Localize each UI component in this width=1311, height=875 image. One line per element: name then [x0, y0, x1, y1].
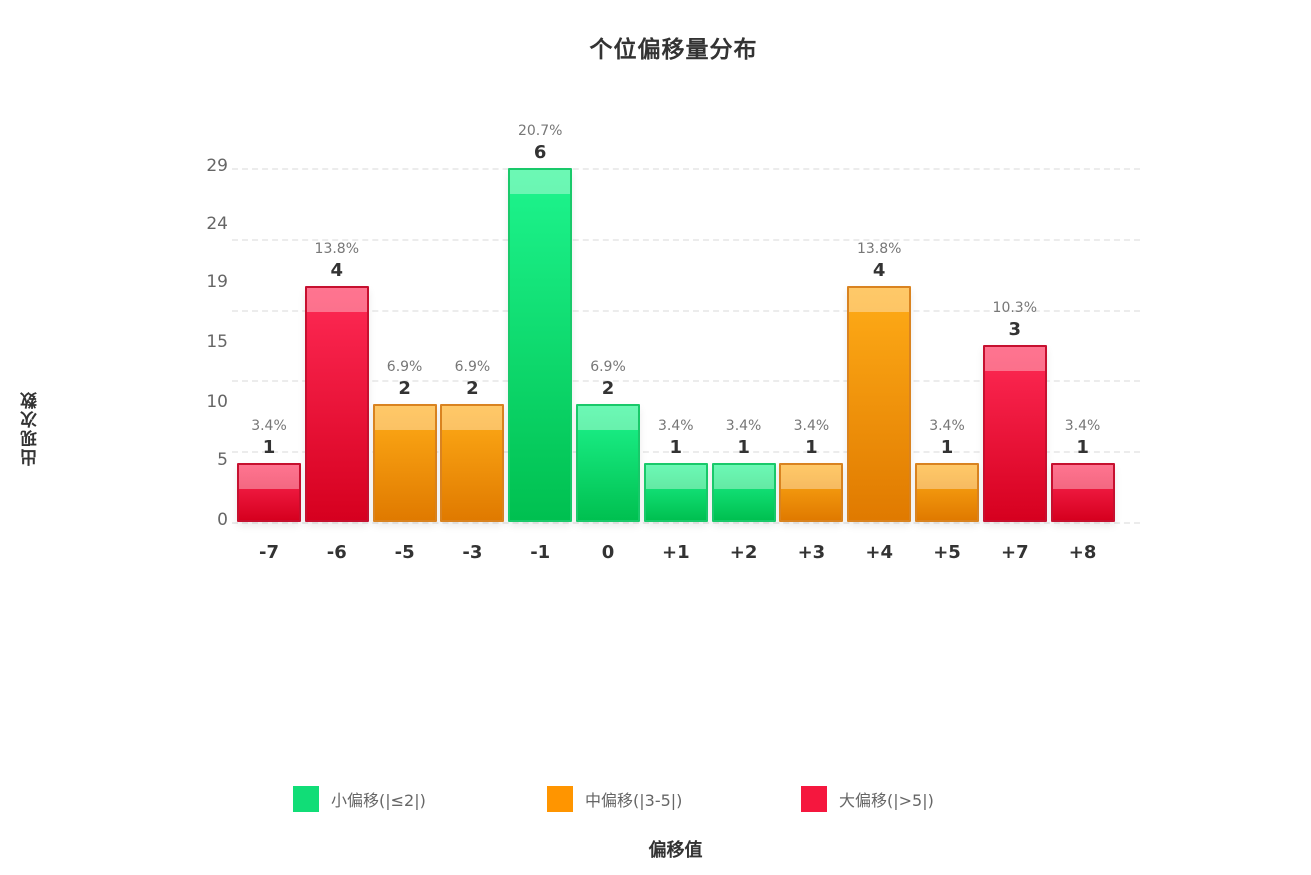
x-tick-label: -6: [326, 542, 347, 563]
bar-percent-label: 6.9%: [454, 359, 491, 375]
bar-percent-label: 3.4%: [725, 418, 762, 434]
bar-count-label: 6: [533, 142, 547, 163]
bar-percent-label: 20.7%: [517, 123, 563, 139]
bar-percent-label: 3.4%: [658, 418, 694, 434]
bar-percent-label: 13.8%: [856, 241, 902, 257]
legend-swatch: [547, 786, 573, 812]
legend-item-large[interactable]: 大偏移(|>5|): [801, 786, 934, 812]
legend-swatch: [801, 786, 827, 812]
bar--6[interactable]: [304, 286, 369, 522]
bar-+1[interactable]: [643, 463, 708, 522]
bar-+5[interactable]: [915, 463, 979, 522]
bar-percent-label: 10.3%: [992, 300, 1038, 316]
bar-count-label: 2: [466, 378, 479, 399]
bar-percent-label: 6.9%: [590, 359, 626, 375]
gridline: [232, 451, 1140, 453]
bar-highlight: [442, 406, 503, 430]
bar-+7[interactable]: [982, 345, 1047, 522]
y-tick-label: 15: [206, 332, 228, 352]
x-tick-label: +8: [1068, 542, 1097, 563]
y-tick-label: 0: [217, 510, 228, 530]
bar-highlight: [713, 465, 774, 489]
bar-highlight: [849, 288, 910, 312]
legend-label: 中偏移(|3-5|): [585, 791, 683, 810]
y-tick-label: 29: [206, 156, 228, 176]
bar-count-label: 1: [940, 437, 954, 458]
bar-highlight: [578, 406, 638, 430]
x-tick-label: +4: [865, 542, 893, 563]
x-tick-label: +5: [933, 542, 961, 563]
bar-highlight: [917, 465, 977, 489]
legend-label: 大偏移(|>5|): [839, 791, 934, 810]
bar-count-label: 1: [805, 437, 818, 458]
gridline: [232, 168, 1140, 170]
bar-percent-label: 3.4%: [1064, 418, 1101, 434]
bar--3[interactable]: [440, 404, 505, 522]
bar-count-label: 1: [262, 437, 276, 458]
bar-count-label: 4: [330, 260, 344, 281]
gridline: [232, 239, 1140, 241]
legend: 小偏移(|≤2|) 中偏移(|3-5|) 大偏移(|>5|): [0, 786, 1311, 816]
bar-highlight: [510, 170, 571, 194]
legend-swatch: [293, 786, 319, 812]
x-axis-label: 偏移值: [648, 840, 703, 861]
bar-percent-label: 13.8%: [314, 241, 360, 257]
bar-highlight: [239, 465, 299, 489]
bar-percent-label: 3.4%: [251, 418, 287, 434]
x-tick-label: -5: [394, 542, 415, 563]
x-tick-label: -3: [462, 542, 483, 563]
bar-count-label: 2: [398, 378, 411, 399]
bar-highlight: [1052, 465, 1113, 489]
y-tick-label: 24: [206, 214, 228, 234]
chart-title: 个位偏移量分布: [589, 37, 758, 63]
bar-highlight: [781, 465, 842, 489]
bar-percent-label: 3.4%: [929, 418, 965, 434]
bar-count-label: 1: [1076, 437, 1089, 458]
bar-+8[interactable]: [1050, 463, 1115, 522]
bar--5[interactable]: [372, 404, 437, 522]
bar-highlight: [984, 347, 1045, 371]
y-tick-label: 10: [206, 392, 228, 412]
bar--7[interactable]: [237, 463, 301, 522]
x-tick-label: +1: [661, 542, 690, 563]
bar--1[interactable]: [508, 168, 573, 522]
bar-highlight: [306, 288, 367, 312]
y-tick-label: 5: [217, 450, 228, 470]
gridline: [232, 522, 1140, 524]
bar-highlight: [645, 465, 706, 489]
gridline: [232, 380, 1140, 382]
x-tick-label: +3: [797, 542, 826, 563]
bar-percent-label: 6.9%: [386, 359, 423, 375]
bar-+4[interactable]: [847, 286, 912, 522]
legend-label: 小偏移(|≤2|): [331, 791, 426, 810]
bar-count-label: 4: [872, 260, 886, 281]
bar-+3[interactable]: [779, 463, 844, 522]
bar-count-label: 2: [601, 378, 615, 399]
bar-0[interactable]: [576, 404, 640, 522]
x-tick-label: +2: [729, 542, 758, 563]
bar-count-label: 1: [669, 437, 683, 458]
y-tick-label: 19: [206, 272, 228, 292]
bar-count-label: 1: [737, 437, 750, 458]
x-tick-label: -7: [259, 542, 279, 563]
x-tick-label: +7: [1000, 542, 1029, 563]
bar-+2[interactable]: [711, 463, 776, 522]
bar-percent-label: 3.4%: [793, 418, 830, 434]
x-tick-label: 0: [601, 542, 615, 563]
bar-highlight: [374, 406, 435, 430]
gridline: [232, 310, 1140, 312]
legend-item-small[interactable]: 小偏移(|≤2|): [293, 786, 426, 812]
legend-item-medium[interactable]: 中偏移(|3-5|): [547, 786, 682, 812]
x-tick-label: -1: [530, 542, 551, 563]
bar-count-label: 3: [1008, 319, 1022, 340]
